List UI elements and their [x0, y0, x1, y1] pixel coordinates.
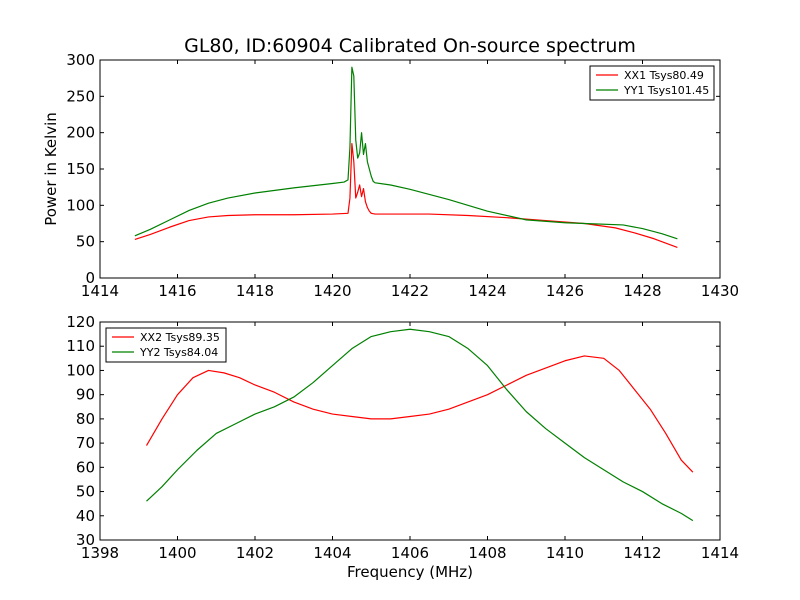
y-tick-label: 110	[66, 337, 95, 355]
x-tick-label: 1420	[313, 282, 351, 300]
x-tick-label: 1400	[158, 544, 196, 562]
y-tick-label: 100	[66, 196, 95, 214]
x-tick-label: 1430	[701, 282, 739, 300]
bottom-plot: 1398 1400 1402 1404 1406 1408 1410 1412 1414 30 40…	[66, 313, 739, 581]
y-axis-label: Power in Kelvin	[42, 112, 60, 226]
series-line-1-0	[145, 355, 694, 473]
y-tick-label: 120	[66, 313, 95, 331]
x-tick-label: 1412	[623, 544, 661, 562]
x-tick-label: 1422	[391, 282, 429, 300]
x-tick-label: 1406	[391, 544, 429, 562]
legend-label: YY1 Tsys101.45	[623, 84, 709, 97]
x-tick-label: 1418	[236, 282, 274, 300]
y-tick-label: 50	[76, 483, 95, 501]
x-tick-label: 1428	[623, 282, 661, 300]
series-line-0-0	[134, 142, 678, 249]
x-tick-label: 1414	[81, 282, 119, 300]
x-tick-label: 1404	[313, 544, 351, 562]
y-tick-label: 300	[66, 51, 95, 69]
x-tick-label: 1402	[236, 544, 274, 562]
chart-title: GL80, ID:60904 Calibrated On-source spec…	[184, 35, 636, 57]
y-tick-label: 100	[66, 361, 95, 379]
x-tick-label: 1410	[546, 544, 584, 562]
x-tick-label: 1426	[546, 282, 584, 300]
y-tick-label: 60	[76, 458, 95, 476]
y-tick-label: 50	[76, 233, 95, 251]
x-tick-label: 1416	[158, 282, 196, 300]
y-tick-label: 30	[76, 531, 95, 549]
y-tick-label: 70	[76, 434, 95, 452]
y-tick-label: 80	[76, 410, 95, 428]
x-tick-label: 1424	[468, 282, 506, 300]
y-tick-label: 200	[66, 124, 95, 142]
y-tick-label: 0	[85, 269, 95, 287]
x-tick-label: 1414	[701, 544, 739, 562]
y-tick-label: 40	[76, 507, 95, 525]
y-tick-label: 90	[76, 386, 95, 404]
legend-label: YY2 Tsys84.04	[139, 346, 218, 359]
legend-label: XX2 Tsys89.35	[140, 331, 220, 344]
x-tick-label: 1398	[81, 544, 119, 562]
series-line-0-1	[134, 66, 678, 240]
legend-box	[589, 65, 715, 101]
legend-box	[105, 327, 227, 363]
legend-label: XX1 Tsys80.49	[624, 69, 704, 82]
y-tick-label: 250	[66, 87, 95, 105]
series-line-1-1	[146, 328, 694, 522]
x-axis-label: Frequency (MHz)	[347, 563, 473, 581]
top-plot: 1414 1416 1418 1420 1422 1424 1426 1428 1430 0 50 1…	[42, 51, 739, 300]
y-tick-label: 150	[66, 160, 95, 178]
x-tick-label: 1408	[468, 544, 506, 562]
